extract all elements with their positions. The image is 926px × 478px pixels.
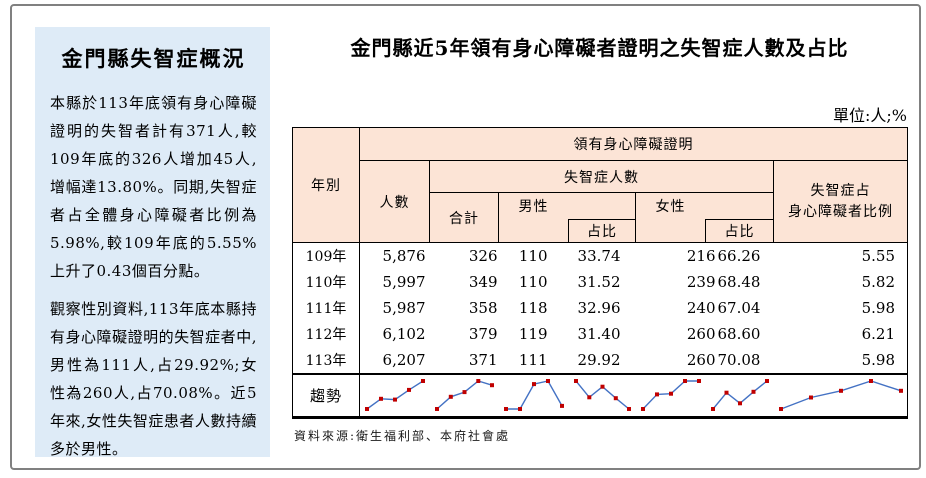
trend-label: 趨勢 (292, 374, 360, 417)
cell-year: 109年 (292, 243, 360, 269)
cell-male: 119 (518, 325, 548, 343)
cell-male: 110 (518, 273, 548, 291)
sparkline-male (503, 379, 564, 412)
cell-female-pct: 68.60 (717, 325, 761, 343)
header-count: 人數 (359, 160, 430, 243)
cell-male-pct: 29.92 (577, 351, 621, 369)
cell-count: 5,997 (382, 273, 426, 291)
cell-year: 110年 (292, 269, 360, 295)
cell-ratio: 5.98 (861, 351, 895, 369)
cell-male: 110 (518, 247, 548, 265)
panel-paragraph-gender: 觀察性別資料,113年底本縣持有身心障礙證明的失智症者中,男性為111人,占29… (50, 300, 257, 457)
header-total: 合計 (429, 192, 499, 243)
table-title: 金門縣近5年領有身心障礙者證明之失智症人數及占比 (350, 36, 849, 60)
panel-paragraph-overview: 本縣於113年底領有身心障礙證明的失智者計有371人,較109年底的326人增加… (50, 94, 257, 280)
header-female: 女性 (635, 192, 774, 220)
unit-label: 單位:人;% (833, 106, 907, 125)
header-male: 男性 (498, 192, 636, 220)
cell-female: 239 (686, 273, 716, 291)
sparkline-total (434, 379, 494, 412)
cell-year: 112年 (292, 321, 360, 347)
outer-frame: 金門縣失智症概況 本縣於113年底領有身心障礙證明的失智者計有371人,較109… (10, 4, 921, 470)
table-row: 112年 6,102 379 119 31.40 260 68.60 6.21 (292, 321, 908, 347)
cell-female: 240 (686, 299, 716, 317)
table-row: 111年 5,987 358 118 32.96 240 67.04 5.98 (292, 295, 908, 321)
stats-table-body: 109年 5,876 326 110 33.74 216 66.26 5.55 … (292, 243, 908, 373)
cell-male-pct: 32.96 (577, 299, 621, 317)
cell-ratio: 5.55 (861, 247, 895, 265)
header-female-pct: 占比 (705, 219, 774, 243)
header-ratio: 失智症占 身心障礙者比例 (772, 160, 909, 243)
cell-female-pct: 66.26 (717, 247, 761, 265)
stats-table: 年別 領有身心障礙證明 人數 失智症人數 失智症占 身心障礙者比例 合計 男性 … (292, 127, 909, 419)
trend-cell-female (636, 374, 706, 417)
cell-female: 216 (686, 247, 716, 265)
header-ratio-line1: 失智症占 (810, 182, 871, 199)
cell-total: 371 (468, 351, 498, 369)
trend-cell-total (430, 374, 499, 417)
cell-total: 349 (468, 273, 498, 291)
cell-count: 6,207 (382, 351, 426, 369)
cell-male-pct: 31.40 (577, 325, 621, 343)
cell-female: 260 (686, 351, 716, 369)
sparkline-female (640, 379, 701, 412)
cell-count: 5,876 (382, 247, 426, 265)
cell-year: 111年 (292, 295, 360, 321)
table-row: 113年 6,207 371 111 29.92 260 70.08 5.98 (292, 347, 908, 373)
cell-ratio: 6.21 (861, 325, 895, 343)
summary-panel: 金門縣失智症概況 本縣於113年底領有身心障礙證明的失智者計有371人,較109… (35, 27, 270, 457)
header-female-count-gap (635, 219, 706, 243)
panel-title: 金門縣失智症概況 (61, 46, 246, 71)
stats-table-trend-row: 趨勢 (292, 373, 908, 419)
cell-total: 379 (468, 325, 498, 343)
header-male-pct: 占比 (568, 219, 636, 243)
cell-male-pct: 31.52 (577, 273, 621, 291)
sparkline-male-pct (573, 379, 631, 412)
table-row: 110年 5,997 349 110 31.52 239 68.48 5.82 (292, 269, 908, 295)
cell-male-pct: 33.74 (577, 247, 621, 265)
trend-cell-ratio (774, 374, 908, 417)
cell-female-pct: 70.08 (717, 351, 761, 369)
header-cert-group: 領有身心障礙證明 (358, 127, 909, 161)
cell-count: 6,102 (382, 325, 426, 343)
cell-female-pct: 67.04 (717, 299, 761, 317)
trend-cell-male (499, 374, 569, 417)
trend-cell-count (360, 374, 430, 417)
header-dementia-group: 失智症人數 (429, 160, 774, 193)
trend-cell-male-pct (569, 374, 636, 417)
sparkline-count (365, 379, 425, 412)
cell-female: 260 (686, 325, 716, 343)
cell-ratio: 5.82 (861, 273, 895, 291)
header-male-count-gap (498, 219, 569, 243)
cell-female-pct: 68.48 (717, 273, 761, 291)
cell-male: 118 (518, 299, 548, 317)
header-ratio-line2: 身心障礙者比例 (788, 203, 894, 220)
cell-total: 358 (468, 299, 498, 317)
trend-cell-female-pct (706, 374, 774, 417)
cell-year: 113年 (292, 347, 360, 373)
cell-male: 111 (518, 351, 548, 369)
stats-table-header: 年別 領有身心障礙證明 人數 失智症人數 失智症占 身心障礙者比例 合計 男性 … (292, 127, 909, 243)
cell-count: 5,987 (382, 299, 426, 317)
source-note: 資料來源:衛生福利部、本府社會處 (294, 429, 511, 443)
sparkline-ratio (778, 379, 903, 412)
sparkline-female-pct (710, 379, 769, 412)
cell-ratio: 5.98 (861, 299, 895, 317)
table-row: 109年 5,876 326 110 33.74 216 66.26 5.55 (292, 243, 908, 269)
cell-total: 326 (468, 247, 498, 265)
header-year: 年別 (292, 127, 360, 243)
